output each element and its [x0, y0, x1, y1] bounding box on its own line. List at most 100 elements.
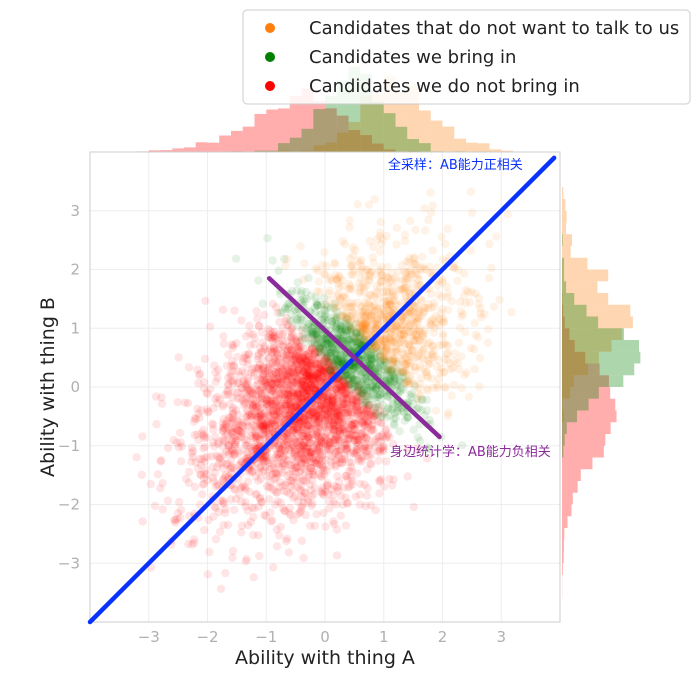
data-point: [333, 472, 342, 481]
data-point: [271, 399, 280, 408]
data-point: [338, 425, 348, 434]
histogram-bar: [562, 410, 577, 423]
data-point: [357, 417, 366, 426]
histogram-bar: [348, 130, 361, 152]
data-point: [298, 385, 308, 395]
data-point: [343, 397, 352, 406]
data-point: [347, 467, 356, 476]
data-point: [338, 374, 348, 383]
data-point: [300, 389, 309, 398]
data-point: [480, 310, 489, 319]
data-point: [293, 365, 303, 375]
data-point: [392, 223, 402, 232]
data-point: [295, 442, 304, 452]
data-point: [180, 398, 190, 407]
data-point: [245, 341, 255, 350]
data-point: [255, 551, 264, 561]
data-point: [272, 525, 281, 534]
data-point: [256, 493, 265, 502]
y-tick-label: 1: [70, 319, 80, 337]
data-point: [270, 347, 279, 356]
data-point: [197, 406, 206, 415]
data-point: [191, 414, 201, 424]
data-point: [323, 440, 333, 449]
data-point: [316, 471, 326, 481]
data-point: [251, 490, 261, 499]
data-point: [315, 359, 324, 369]
data-point: [302, 361, 311, 370]
data-point: [255, 463, 264, 472]
data-point: [229, 450, 239, 460]
data-point: [297, 481, 306, 490]
data-point: [419, 346, 428, 355]
data-point: [337, 405, 346, 414]
data-point: [348, 415, 357, 424]
data-point: [507, 307, 516, 317]
data-point: [289, 389, 298, 398]
data-point: [303, 461, 312, 471]
data-point: [285, 390, 295, 400]
data-point: [262, 422, 271, 431]
data-point: [282, 314, 291, 323]
histogram-bar: [289, 137, 302, 152]
data-point: [287, 341, 296, 350]
data-point: [489, 302, 499, 311]
data-point: [272, 303, 281, 312]
data-point: [255, 321, 264, 331]
data-point: [138, 517, 147, 526]
data-point: [351, 419, 360, 428]
data-point: [233, 388, 242, 397]
data-point: [328, 425, 338, 434]
data-point: [211, 534, 221, 544]
data-point: [330, 456, 339, 465]
data-point: [300, 353, 310, 362]
data-point: [232, 405, 241, 414]
data-point: [282, 534, 292, 543]
data-point: [301, 287, 311, 297]
data-point: [269, 344, 279, 353]
data-point: [438, 255, 447, 264]
data-point: [392, 240, 401, 249]
data-point: [308, 383, 317, 392]
histogram-bar: [336, 132, 349, 152]
data-point: [308, 447, 317, 456]
data-point: [441, 382, 451, 392]
data-point: [283, 395, 292, 404]
histogram-bar: [430, 120, 443, 152]
data-point: [310, 371, 320, 380]
data-point: [428, 349, 437, 359]
data-point: [282, 254, 292, 264]
data-point: [469, 345, 479, 354]
data-point: [316, 413, 325, 423]
data-point: [200, 525, 209, 535]
data-point: [328, 424, 338, 434]
data-point: [199, 473, 209, 483]
data-point: [458, 310, 468, 319]
data-point: [210, 502, 219, 511]
data-point: [332, 404, 342, 413]
data-point: [377, 276, 386, 286]
data-point: [218, 400, 228, 409]
data-point: [443, 305, 453, 315]
data-point: [271, 469, 280, 478]
data-point: [317, 451, 326, 460]
data-point: [299, 383, 309, 393]
data-point: [296, 398, 305, 407]
data-point: [226, 464, 235, 474]
data-point: [307, 422, 316, 431]
data-point: [208, 419, 217, 428]
data-point: [268, 256, 277, 265]
histogram-bar: [313, 101, 325, 152]
data-point: [347, 463, 356, 472]
data-point: [464, 392, 473, 401]
data-point: [299, 381, 309, 390]
histogram-bar: [348, 66, 361, 152]
data-point: [312, 411, 321, 420]
data-point: [408, 378, 417, 388]
data-point: [437, 232, 446, 242]
annotation-negative: 身边统计学：AB能力负相关: [390, 444, 551, 460]
data-point: [276, 498, 285, 507]
data-point: [303, 389, 312, 398]
data-point: [340, 399, 350, 409]
